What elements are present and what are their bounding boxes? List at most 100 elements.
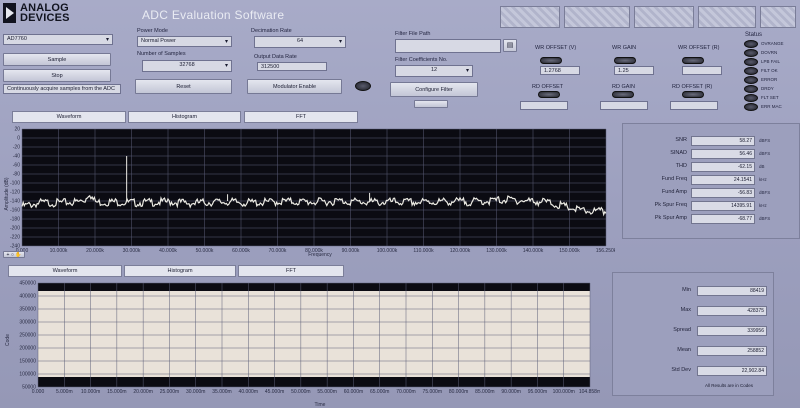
waveform-x-ticks: 0.000 5.000m 10.000m 15.000m 20.000m 25.000m 3… xyxy=(32,389,600,395)
status-led-row: OVRANGE xyxy=(744,40,800,49)
fft-metric-value: 14395.91 xyxy=(691,201,755,211)
register-label: RD GAIN xyxy=(612,84,635,90)
waveform-y-tick: 250000 xyxy=(19,333,36,339)
register-field[interactable] xyxy=(520,101,568,110)
power-mode-label: Power Mode xyxy=(137,28,168,34)
waveform-signal-band xyxy=(38,291,590,377)
fft-x-tick: 156.250k xyxy=(596,248,615,254)
register-knob[interactable] xyxy=(682,91,704,98)
fft-y-tick: -240 xyxy=(10,244,20,250)
reset-button[interactable]: Reset xyxy=(135,79,232,94)
fft-x-tick: 130.000k xyxy=(486,248,507,254)
fft-y-tick: -220 xyxy=(10,235,20,241)
fft-metric-value: -68.77 xyxy=(691,214,755,224)
waveform-x-tick: 80.000m xyxy=(449,389,468,395)
decimation-select[interactable]: 64 xyxy=(254,36,346,48)
tab-waveform-top[interactable]: Waveform xyxy=(12,111,126,123)
device-select[interactable]: AD7760 xyxy=(3,34,113,45)
waveform-x-tick: 95.000m xyxy=(528,389,547,395)
status-led-row: FILT OK xyxy=(744,67,800,76)
tab-fft-bottom[interactable]: FFT xyxy=(238,265,344,277)
waveform-x-tick: 65.000m xyxy=(370,389,389,395)
waveform-metric-row: Min 88419 xyxy=(613,286,775,296)
fft-y-tick: -120 xyxy=(10,190,20,196)
waveform-y-tick: 50000 xyxy=(22,385,36,391)
num-samples-select[interactable]: 32768 xyxy=(142,60,232,72)
fft-metric-unit: dBFS xyxy=(759,190,771,195)
filter-coeff-select[interactable]: 12 xyxy=(395,65,473,77)
status-led-label: DOVRN xyxy=(761,50,778,55)
register-label: WR GAIN xyxy=(612,45,637,51)
fft-metric-label: Pk Spur Freq xyxy=(654,202,687,208)
waveform-metric-value: 258852 xyxy=(697,346,767,356)
waveform-metric-row: Mean 258852 xyxy=(613,346,775,356)
fft-metric-value: -62.15 xyxy=(691,162,755,172)
waveform-metric-value: 22,902.84 xyxy=(697,366,767,376)
tab-fft-top[interactable]: FFT xyxy=(244,111,358,123)
fft-x-ticks: 0.00010.000k20.000k30.000k40.000k50.000k… xyxy=(16,248,615,254)
fft-y-tick: -200 xyxy=(10,226,20,232)
banner-graphic xyxy=(698,6,756,28)
banner-graphic xyxy=(760,6,796,28)
fft-metric-row: SNR 58.27 dBFS xyxy=(623,136,800,146)
register-label: RD OFFSET xyxy=(532,84,564,90)
waveform-x-tick: 30.000m xyxy=(186,389,205,395)
stop-button[interactable]: Stop xyxy=(3,69,111,82)
fft-x-tick: 10.000k xyxy=(50,248,68,254)
register-knob[interactable] xyxy=(612,91,634,98)
graph-tools-icon[interactable]: + ○ ✋ xyxy=(3,251,25,258)
fft-x-tick: 30.000k xyxy=(123,248,141,254)
status-led-label: DRDY xyxy=(761,86,774,91)
fft-metric-label: Fund Freq xyxy=(661,176,687,182)
fft-metric-label: SINAD xyxy=(670,150,687,156)
analog-devices-logo: ANALOG DEVICES xyxy=(20,2,70,24)
status-title: Status xyxy=(745,32,763,38)
waveform-x-tick: 85.000m xyxy=(475,389,494,395)
status-led xyxy=(744,58,758,66)
waveform-x-tick: 50.000m xyxy=(291,389,310,395)
register-field[interactable]: 1.25 xyxy=(614,66,654,75)
fft-x-tick: 100.000k xyxy=(377,248,398,254)
fft-x-tick: 40.000k xyxy=(159,248,177,254)
fft-x-tick: 20.000k xyxy=(86,248,104,254)
waveform-grid xyxy=(37,282,591,388)
register-knob[interactable] xyxy=(682,57,704,64)
register-knob[interactable] xyxy=(540,57,562,64)
fft-x-tick: 90.000k xyxy=(342,248,360,254)
waveform-chart: 450000 400000 350000 300000 250000 200000 1500… xyxy=(5,281,600,408)
status-led xyxy=(744,40,758,48)
power-mode-select[interactable]: Normal Power xyxy=(137,36,232,47)
waveform-x-axis-label: Time xyxy=(315,402,326,408)
status-led-label: ERROR xyxy=(761,77,778,82)
decimation-label: Decimation Rate xyxy=(251,28,292,34)
tab-histogram-top[interactable]: Histogram xyxy=(128,111,241,123)
waveform-x-tick: 70.000m xyxy=(396,389,415,395)
tab-waveform-bottom[interactable]: Waveform xyxy=(8,265,122,277)
waveform-x-tick: 20.000m xyxy=(133,389,152,395)
filter-path-input[interactable] xyxy=(395,39,501,53)
modulator-enable-button[interactable]: Modulator Enable xyxy=(247,79,342,94)
configure-filter-button[interactable]: Configure Filter xyxy=(390,82,478,97)
fft-x-axis-label: Frequency xyxy=(308,252,332,258)
register-field[interactable] xyxy=(670,101,718,110)
waveform-metric-value: 88419 xyxy=(697,286,767,296)
register-label: WR OFFSET (V) xyxy=(535,45,577,51)
status-led-label: FILT OK xyxy=(761,68,778,73)
register-field[interactable]: 1.2768 xyxy=(540,66,580,75)
register-field[interactable] xyxy=(682,66,722,75)
status-led xyxy=(744,85,758,93)
fft-metric-label: THD xyxy=(675,163,687,169)
register-field[interactable] xyxy=(600,101,648,110)
waveform-x-tick: 10.000m xyxy=(81,389,100,395)
waveform-metric-row: Std Dev 22,902.84 xyxy=(613,366,775,376)
waveform-y-axis-label: Code xyxy=(5,334,11,346)
sample-button[interactable]: Sample xyxy=(3,53,111,66)
status-led xyxy=(744,49,758,57)
tab-histogram-bottom[interactable]: Histogram xyxy=(124,265,236,277)
register-knob[interactable] xyxy=(614,57,636,64)
waveform-y-tick: 200000 xyxy=(19,346,36,352)
register-knob[interactable] xyxy=(538,91,560,98)
folder-icon[interactable]: ▤ xyxy=(503,39,517,52)
register-label: WR OFFSET (R) xyxy=(678,45,720,51)
fft-metric-unit: kHz xyxy=(759,177,767,182)
